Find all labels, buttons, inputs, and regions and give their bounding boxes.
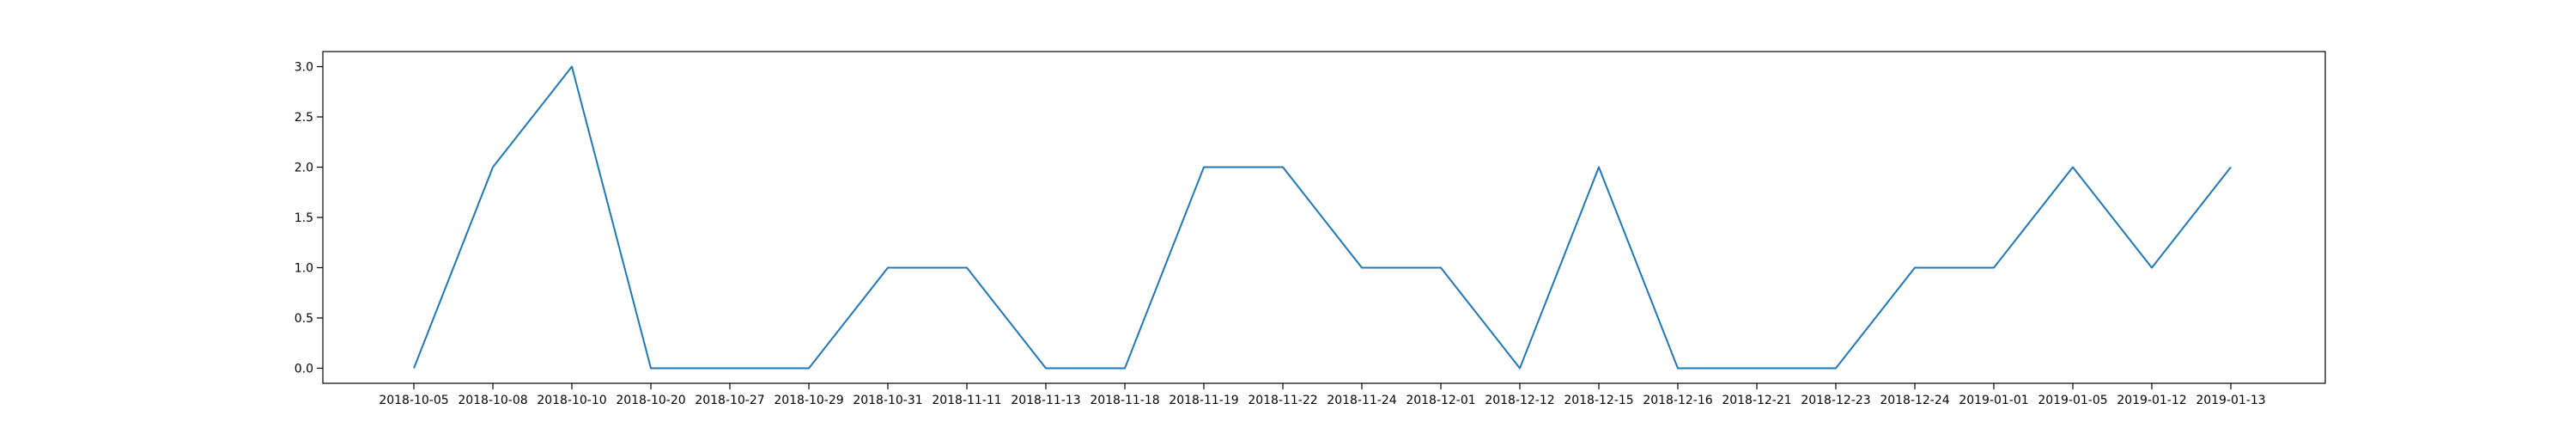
y-tick-label: 3.0 xyxy=(295,61,313,75)
plot-frame xyxy=(323,52,2325,383)
x-tick-label: 2018-12-23 xyxy=(1801,394,1870,407)
x-tick-label: 2018-12-15 xyxy=(1564,394,1633,407)
x-tick-label: 2018-12-16 xyxy=(1643,394,1712,407)
x-tick-label: 2018-10-20 xyxy=(616,394,685,407)
x-tick-label: 2019-01-01 xyxy=(1959,394,2028,407)
x-tick-label: 2019-01-13 xyxy=(2196,394,2265,407)
x-tick-label: 2018-10-08 xyxy=(458,394,527,407)
y-tick-label: 1.0 xyxy=(295,261,313,275)
series-line xyxy=(414,67,2231,369)
y-axis: 0.0 0.5 1.0 1.5 2.0 2.5 3.0 xyxy=(295,61,323,376)
x-tick-label: 2018-11-24 xyxy=(1327,394,1396,407)
y-tick-label: 2.5 xyxy=(295,111,313,125)
x-tick-label: 2019-01-05 xyxy=(2038,394,2107,407)
x-tick-label: 2018-11-19 xyxy=(1169,394,1238,407)
x-tick-label: 2018-11-18 xyxy=(1090,394,1159,407)
x-tick-label: 2018-11-13 xyxy=(1011,394,1080,407)
x-tick-label: 2018-11-22 xyxy=(1248,394,1317,407)
y-tick-label: 1.5 xyxy=(295,211,313,225)
x-axis: 2018-10-05 2018-10-08 2018-10-10 2018-10-20… xyxy=(379,383,2265,407)
x-tick-label: 2018-10-31 xyxy=(853,394,922,407)
series-layer xyxy=(414,67,2231,369)
x-tick-label: 2018-10-29 xyxy=(774,394,843,407)
x-tick-label: 2018-10-05 xyxy=(379,394,448,407)
y-tick-label: 0.5 xyxy=(295,312,313,326)
x-tick-label: 2018-10-10 xyxy=(537,394,606,407)
x-tick-label: 2018-11-11 xyxy=(932,394,1001,407)
y-tick-label: 0.0 xyxy=(295,362,313,376)
x-tick-label: 2018-12-12 xyxy=(1485,394,1554,407)
x-tick-label: 2019-01-12 xyxy=(2117,394,2186,407)
x-tick-label: 2018-12-24 xyxy=(1880,394,1949,407)
x-tick-label: 2018-12-21 xyxy=(1722,394,1791,407)
x-tick-label: 2018-12-01 xyxy=(1406,394,1475,407)
x-tick-label: 2018-10-27 xyxy=(695,394,764,407)
y-tick-label: 2.0 xyxy=(295,162,313,175)
